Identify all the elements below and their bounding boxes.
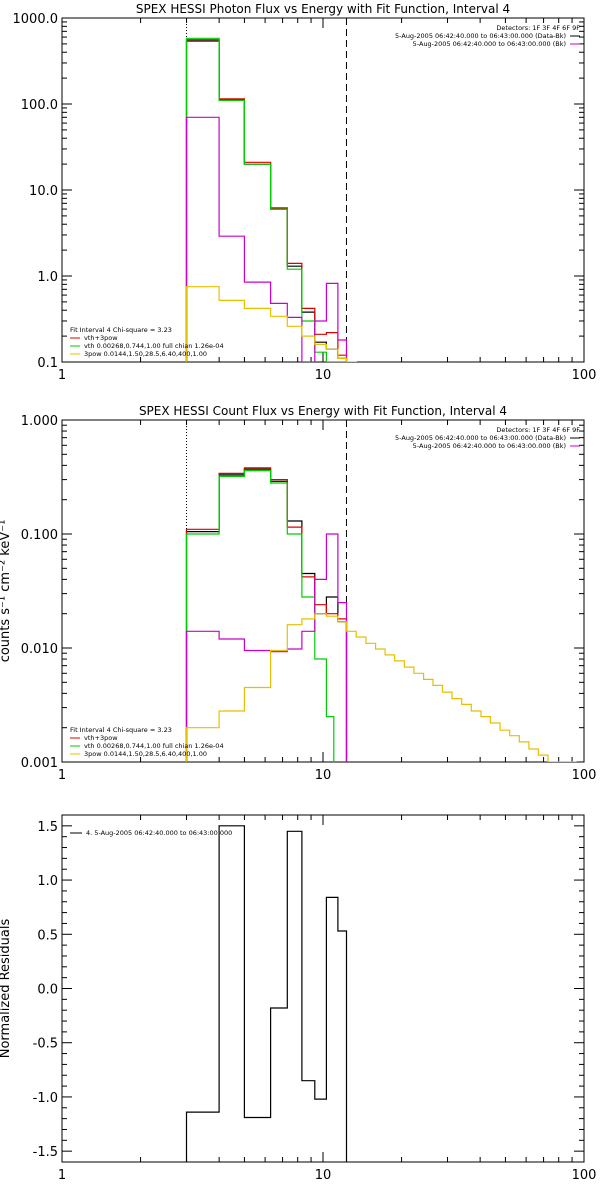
- y-tick-label: 0.1: [37, 356, 58, 371]
- plot-frame: [62, 420, 584, 762]
- legend-entry: vth+3pow: [84, 734, 118, 742]
- chart-panel-3: Normalized Residuals 1 10 100 -1.5 -1.0 -0.5 0.…: [0, 815, 596, 1183]
- x-tick-label: 100: [572, 368, 597, 383]
- series-data-bk: [187, 41, 347, 362]
- legend-entry: 5-Aug-2005 06:42:40.000 to 06:43:00.000 …: [413, 442, 566, 450]
- legend-entry: 5-Aug-2005 06:42:40.000 to 06:43:00.000 …: [395, 32, 566, 40]
- x-tick-label: 100: [572, 768, 597, 783]
- x-tick-label: 10: [315, 768, 332, 783]
- legend-entry: vth+3pow: [84, 334, 118, 342]
- y-tick-label: 1.0: [37, 270, 58, 285]
- legend-entry: 3pow 0.0144,1.50,28.5,6.40,400,1.00: [84, 350, 207, 358]
- series-group: [187, 468, 577, 762]
- series-group: [187, 38, 358, 362]
- legend-entry: vth 0.00268,0.744,1.00 full chian 1.26e-…: [84, 342, 224, 350]
- legend-entry: 4. 5-Aug-2005 06:42:40.000 to 06:43:00.0…: [86, 829, 232, 837]
- legend-entry: 3pow 0.0144,1.50,28.5,6.40,400,1.00: [84, 750, 207, 758]
- plot-frame: [62, 18, 584, 362]
- x-tick-label: 1: [58, 1168, 66, 1183]
- x-tick-label: 1: [58, 768, 66, 783]
- chart-panel-2: SPEX HESSI Count Flux vs Energy with Fit…: [0, 404, 596, 783]
- series-vth: [187, 471, 334, 762]
- y-tick-label: 0.100: [21, 528, 58, 543]
- x-tick-label: 10: [315, 368, 332, 383]
- x-tick-label: 1: [58, 368, 66, 383]
- x-tick-label: 100: [572, 1168, 597, 1183]
- legend-entry: Fit Interval 4 Chi-square = 3.23: [70, 326, 172, 334]
- y-tick-label: 0.5: [37, 928, 58, 943]
- y-axis-label: counts s⁻¹ cm⁻² keV⁻¹: [0, 520, 13, 663]
- y-tick-label: 1.0: [37, 874, 58, 889]
- y-axis-label: Normalized Residuals: [0, 919, 13, 1059]
- legend-entry: Fit Interval 4 Chi-square = 3.23: [70, 726, 172, 734]
- y-tick-label: 1.000: [21, 414, 58, 429]
- y-tick-label: 0.001: [21, 756, 58, 771]
- y-tick-label: 0.0: [37, 983, 58, 998]
- legend-entry: 5-Aug-2005 06:42:40.000 to 06:43:00.000 …: [413, 40, 566, 48]
- y-tick-label: 1.5: [37, 820, 58, 835]
- y-tick-label: 100.0: [21, 98, 58, 113]
- series-vth-3pow: [187, 468, 347, 762]
- chart-title: SPEX HESSI Count Flux vs Energy with Fit…: [139, 404, 507, 418]
- legend-entry: vth 0.00268,0.744,1.00 full chian 1.26e-…: [84, 742, 224, 750]
- legend-entry: Detectors: 1F 3F 4F 6F 9F: [496, 426, 580, 434]
- y-tick-label: -1.5: [33, 1145, 58, 1160]
- series-residuals: [187, 826, 347, 1162]
- series-3pow: [187, 614, 577, 762]
- y-tick-label: 1000.0: [13, 12, 59, 27]
- legend-entry: 5-Aug-2005 06:42:40.000 to 06:43:00.000 …: [395, 434, 566, 442]
- series-bk: [187, 117, 347, 362]
- y-tick-label: -1.0: [33, 1091, 58, 1106]
- y-tick-label: -0.5: [33, 1037, 58, 1052]
- series-group: [187, 826, 347, 1162]
- series-vth-3pow: [187, 40, 347, 362]
- y-tick-label: 0.010: [21, 642, 58, 657]
- series-data-bk: [187, 469, 347, 762]
- y-tick-label: 10.0: [29, 184, 58, 199]
- plot-frame: [62, 815, 584, 1162]
- legend-entry: Detectors: 1F 3F 4F 6F 9F: [496, 24, 580, 32]
- chart-title: SPEX HESSI Photon Flux vs Energy with Fi…: [136, 2, 510, 16]
- x-tick-label: 10: [315, 1168, 332, 1183]
- chart-panel-1: SPEX HESSI Photon Flux vs Energy with Fi…: [13, 2, 597, 383]
- series-vth: [187, 38, 347, 362]
- series-3pow: [187, 287, 358, 362]
